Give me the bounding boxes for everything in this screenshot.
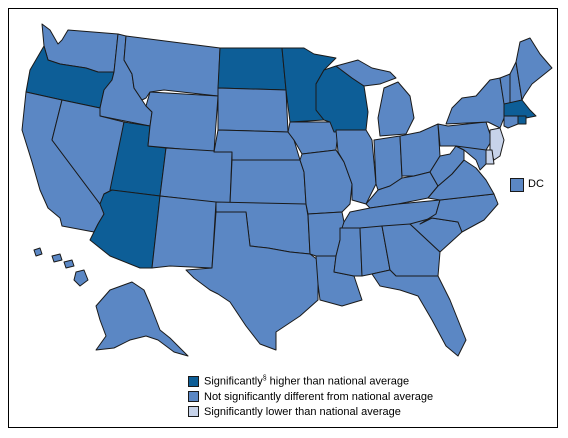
state-DE [485, 149, 495, 165]
state-TX [185, 211, 319, 351]
state-HI-2 [51, 253, 63, 263]
legend: Significantly§ higher than national aver… [188, 374, 433, 419]
state-FL [371, 269, 467, 357]
state-HI-3 [63, 259, 75, 269]
state-SD [217, 87, 289, 133]
state-PA [437, 121, 493, 151]
dc-label: DC [528, 178, 544, 190]
state-AK [95, 281, 189, 357]
state-ME [515, 37, 553, 101]
legend-swatch-lower [188, 406, 199, 417]
state-RI [517, 115, 527, 125]
state-CT [503, 115, 519, 129]
dc-swatch [510, 178, 524, 192]
state-AZ [89, 189, 161, 269]
state-NY [445, 77, 505, 129]
state-HI-1 [33, 247, 43, 257]
legend-row-higher: Significantly§ higher than national aver… [188, 374, 433, 389]
state-KS [229, 159, 307, 205]
state-MI-UP [335, 59, 397, 87]
state-NC [419, 193, 499, 233]
legend-swatch-higher [188, 376, 199, 387]
legend-swatch-not-different [188, 391, 199, 402]
legend-row-not-different: Not significantly different from nationa… [188, 389, 433, 404]
state-NM [151, 195, 217, 269]
state-IL [335, 129, 377, 205]
state-WY [145, 91, 219, 153]
state-MA [503, 99, 537, 119]
legend-row-lower: Significantly lower than national averag… [188, 404, 433, 419]
state-MI [377, 81, 415, 137]
legend-label-lower: Significantly lower than national averag… [204, 405, 401, 418]
state-MD [455, 145, 487, 171]
state-HI-4 [73, 269, 89, 287]
state-ND [217, 47, 287, 91]
state-CO [159, 147, 233, 205]
legend-label-not-different: Not significantly different from nationa… [204, 390, 434, 403]
state-MT [123, 35, 221, 101]
legend-label-higher: Significantly§ higher than national aver… [204, 375, 410, 388]
